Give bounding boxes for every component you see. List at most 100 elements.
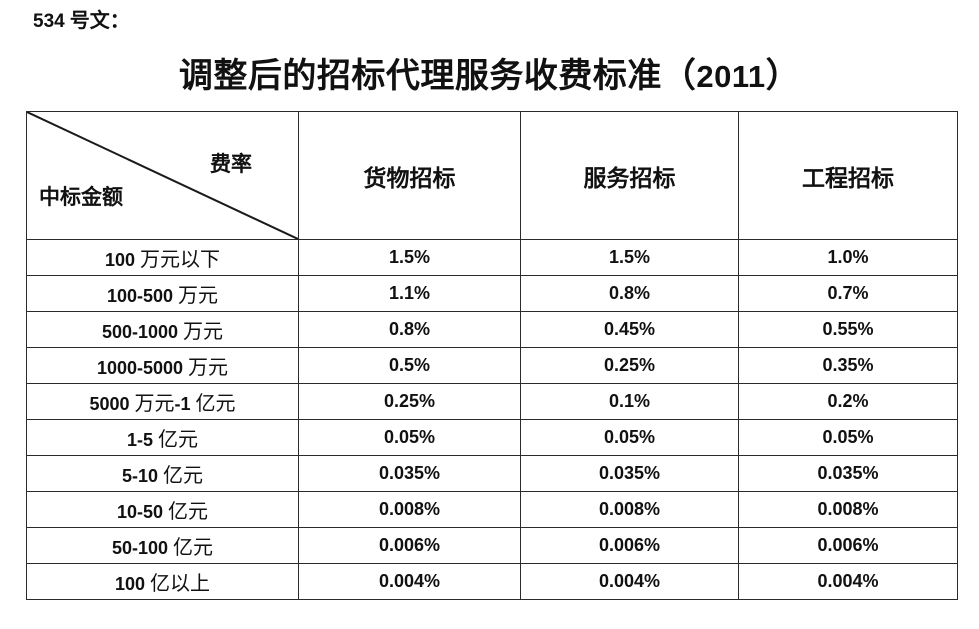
- rate-cell: 1.0%: [738, 239, 958, 276]
- page-title: 调整后的招标代理服务收费标准（2011）: [0, 48, 979, 97]
- text-run: 2011: [696, 59, 766, 94]
- text-run: 0.8%: [388, 319, 431, 339]
- text-run: 服务招标: [583, 165, 676, 191]
- text-run: 10-50: [116, 502, 164, 522]
- text-run: 5000: [89, 394, 130, 414]
- amount-cell: 100 万元以下: [26, 239, 299, 276]
- text-run: 534: [33, 11, 65, 32]
- text-run: 100: [104, 250, 136, 270]
- text-run: 号文：: [64, 10, 130, 32]
- amount-cell: 5000 万元-1 亿元: [26, 383, 299, 420]
- rate-cell: 0.5%: [298, 347, 521, 384]
- rate-cell: 0.008%: [738, 491, 958, 528]
- text-run: 0.35%: [822, 355, 874, 375]
- text-run: 货物招标: [363, 165, 456, 191]
- text-run: 100: [114, 574, 146, 594]
- rate-cell: 0.006%: [520, 527, 739, 564]
- rate-cell: 1.1%: [298, 275, 521, 312]
- rate-cell: 0.05%: [520, 419, 739, 456]
- text-run: 0.006%: [598, 535, 661, 555]
- text-run: 0.008%: [598, 499, 661, 519]
- text-run: 1.5%: [388, 247, 431, 267]
- amount-cell: 50-100 亿元: [26, 527, 299, 564]
- rate-cell: 0.035%: [520, 455, 739, 492]
- rate-cell: 0.004%: [520, 563, 739, 600]
- text-run: 0.006%: [378, 535, 441, 555]
- text-run: 0.25%: [603, 355, 656, 375]
- rate-cell: 0.2%: [738, 383, 958, 420]
- text-run: ）: [765, 58, 801, 95]
- text-run: 亿元: [153, 429, 198, 451]
- amount-cell: 10-50 亿元: [26, 491, 299, 528]
- text-run: 亿元: [163, 501, 209, 523]
- text-run: 0.006%: [817, 535, 879, 555]
- text-run: 0.004%: [817, 571, 879, 591]
- amount-cell: 5-10 亿元: [26, 455, 299, 492]
- rate-cell: 0.45%: [520, 311, 739, 348]
- table-row: 5-10 亿元 0.035% 0.035% 0.035%: [26, 455, 958, 492]
- text-run: 万元: [129, 393, 175, 415]
- header-row: 费率 中标金额 货物招标 服务招标 工程招标: [26, 111, 958, 240]
- rate-cell: 0.05%: [298, 419, 521, 456]
- text-run: 0.45%: [603, 319, 656, 339]
- text-run: 0.05%: [383, 427, 436, 447]
- table-row: 5000 万元-1 亿元 0.25% 0.1% 0.2%: [26, 383, 958, 420]
- text-run: 50-100: [111, 538, 169, 558]
- text-run: 0.05%: [603, 427, 656, 447]
- rate-cell: 0.8%: [298, 311, 521, 348]
- table-row: 100 亿以上 0.004% 0.004% 0.004%: [26, 563, 958, 600]
- text-run: 万元: [183, 357, 229, 379]
- text-run: 0.7%: [827, 283, 869, 303]
- text-run: 500-1000: [101, 322, 179, 342]
- column-header-services: 服务招标: [520, 111, 739, 240]
- text-run: 亿以上: [145, 573, 211, 595]
- text-run: 0.004%: [598, 571, 661, 591]
- corner-label-rate: 费率: [210, 152, 252, 176]
- text-run: 0.1%: [608, 391, 651, 411]
- rate-cell: 0.008%: [298, 491, 521, 528]
- text-run: 0.55%: [822, 319, 874, 339]
- text-run: 1.5%: [608, 247, 651, 267]
- rate-cell: 0.25%: [520, 347, 739, 384]
- rate-cell: 0.004%: [298, 563, 521, 600]
- rate-cell: 0.035%: [738, 455, 958, 492]
- rate-cell: 0.05%: [738, 419, 958, 456]
- text-run: 100-500: [106, 286, 174, 306]
- rate-cell: 0.035%: [298, 455, 521, 492]
- rate-cell: 1.5%: [298, 239, 521, 276]
- amount-cell: 1-5 亿元: [26, 419, 299, 456]
- diagonal-line: [27, 112, 298, 239]
- text-run: -1: [174, 394, 191, 414]
- text-run: 亿元: [168, 537, 214, 559]
- table-body: 100 万元以下 1.5% 1.5% 1.0% 100-500 万元 1.1% 0.8% 0.…: [26, 239, 958, 600]
- text-run: 亿元: [190, 393, 236, 415]
- table-row: 1-5 亿元 0.05% 0.05% 0.05%: [26, 419, 958, 456]
- rate-cell: 0.8%: [520, 275, 739, 312]
- amount-cell: 1000-5000 万元: [26, 347, 299, 384]
- table-row: 1000-5000 万元 0.5% 0.25% 0.35%: [26, 347, 958, 384]
- rate-cell: 0.004%: [738, 563, 958, 600]
- rate-cell: 0.006%: [298, 527, 521, 564]
- rate-cell: 0.008%: [520, 491, 739, 528]
- text-run: 0.5%: [388, 355, 431, 375]
- text-run: 亿元: [158, 465, 204, 487]
- corner-header-cell: 费率 中标金额: [26, 111, 299, 240]
- table-row: 100-500 万元 1.1% 0.8% 0.7%: [26, 275, 958, 312]
- text-run: 0.2%: [827, 391, 869, 411]
- text-run: 万元: [173, 285, 219, 307]
- rate-cell: 1.5%: [520, 239, 739, 276]
- column-header-engineering: 工程招标: [738, 111, 958, 240]
- text-run: 万元: [178, 321, 224, 343]
- text-run: 1000-5000: [96, 358, 184, 378]
- text-run: 0.8%: [608, 283, 651, 303]
- amount-cell: 500-1000 万元: [26, 311, 299, 348]
- text-run: 1.1%: [388, 283, 431, 303]
- amount-cell: 100 亿以上: [26, 563, 299, 600]
- text-run: 工程招标: [802, 165, 894, 191]
- column-header-goods: 货物招标: [298, 111, 521, 240]
- rate-cell: 0.7%: [738, 275, 958, 312]
- amount-cell: 100-500 万元: [26, 275, 299, 312]
- text-run: 1.0%: [827, 247, 869, 267]
- rate-cell: 0.1%: [520, 383, 739, 420]
